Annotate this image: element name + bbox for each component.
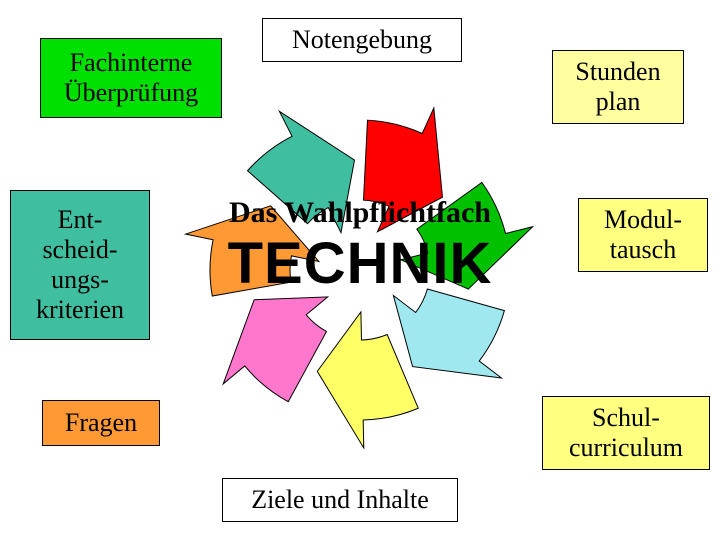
box-ziele: Ziele und Inhalte (222, 478, 458, 522)
cycle-arrow-2 (393, 289, 504, 378)
box-notengebung: Notengebung (262, 18, 462, 62)
box-entscheid: Ent-scheid-ungs-kriterien (10, 190, 150, 340)
center-subtitle: Das Wahlpflichtfach (168, 196, 552, 230)
center-main-title: TECHNIK (168, 230, 552, 297)
cycle-arrow-4 (223, 297, 328, 402)
box-fragen: Fragen (42, 400, 160, 446)
box-stundenplan: Stundenplan (552, 50, 684, 124)
box-schulcurr: Schul-curriculum (542, 396, 710, 470)
box-modultausch: Modul-tausch (578, 198, 708, 272)
box-fachinterne: FachinterneÜberprüfung (40, 38, 222, 118)
center-title: Das Wahlpflichtfach TECHNIK (168, 196, 552, 297)
